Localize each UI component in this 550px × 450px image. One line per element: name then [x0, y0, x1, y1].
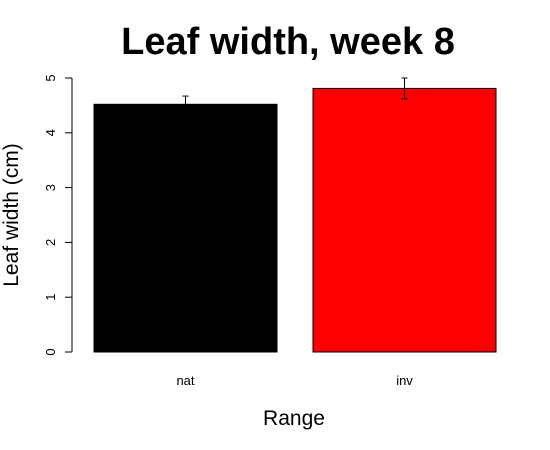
y-tick-label: 2 — [43, 239, 58, 246]
bar-nat — [93, 103, 278, 353]
y-tick-label: 5 — [43, 74, 58, 81]
y-tick-label: 0 — [43, 348, 58, 355]
chart-title: Leaf width, week 8 — [121, 21, 455, 63]
y-tick-label: 4 — [43, 129, 58, 136]
bars — [93, 77, 497, 353]
bar-inv — [312, 87, 497, 353]
x-tick-labels: nat inv — [176, 373, 413, 388]
y-axis-label: Leaf width (cm) — [0, 143, 23, 287]
x-tick-label: inv — [396, 373, 413, 388]
x-tick-label: nat — [176, 373, 194, 388]
x-axis-label: Range — [263, 407, 325, 430]
y-tick-label: 3 — [43, 184, 58, 191]
y-tick-label: 1 — [43, 294, 58, 301]
y-axis: 0 1 2 3 4 5 — [43, 74, 73, 356]
